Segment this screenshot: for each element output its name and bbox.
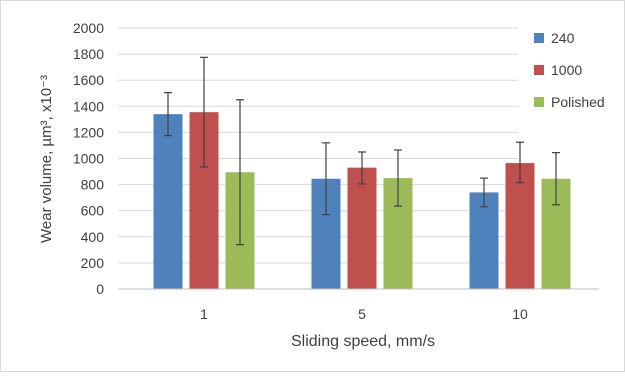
legend-label: Polished <box>551 94 605 110</box>
y-tick-label: 600 <box>81 203 105 219</box>
y-tick-label: 800 <box>81 177 105 193</box>
bars <box>153 112 571 289</box>
legend-swatch <box>534 33 544 43</box>
bar <box>469 192 499 289</box>
y-tick-label: 1400 <box>73 98 104 114</box>
y-tick-label: 1600 <box>73 72 104 88</box>
y-axis-label: Wear volume, µm³, x10⁻³ <box>38 75 55 243</box>
y-tick-label: 0 <box>96 281 104 297</box>
y-tick-label: 400 <box>81 229 105 245</box>
bar <box>153 114 183 289</box>
legend-swatch <box>534 97 544 107</box>
x-tick-label: 1 <box>200 306 208 322</box>
legend-swatch <box>534 65 544 75</box>
y-axis: 0 200 400 600 800 1000 1200 1400 1600 1800 2000 <box>73 20 104 297</box>
bar <box>505 163 535 289</box>
y-tick-label: 1800 <box>73 46 104 62</box>
bar <box>347 167 377 289</box>
x-axis-label: Sliding speed, mm/s <box>291 333 435 350</box>
legend-label: 1000 <box>551 62 582 78</box>
y-tick-label: 200 <box>81 255 105 271</box>
x-axis: 1 5 10 <box>118 288 599 322</box>
y-tick-label: 2000 <box>73 20 104 36</box>
legend: 240 1000 Polished <box>534 30 605 110</box>
y-tick-label: 1200 <box>73 124 104 140</box>
x-tick-label: 5 <box>358 306 366 322</box>
y-tick-label: 1000 <box>73 151 104 167</box>
error-bars <box>164 56 560 246</box>
x-tick-label: 10 <box>512 306 528 322</box>
legend-label: 240 <box>551 30 575 46</box>
